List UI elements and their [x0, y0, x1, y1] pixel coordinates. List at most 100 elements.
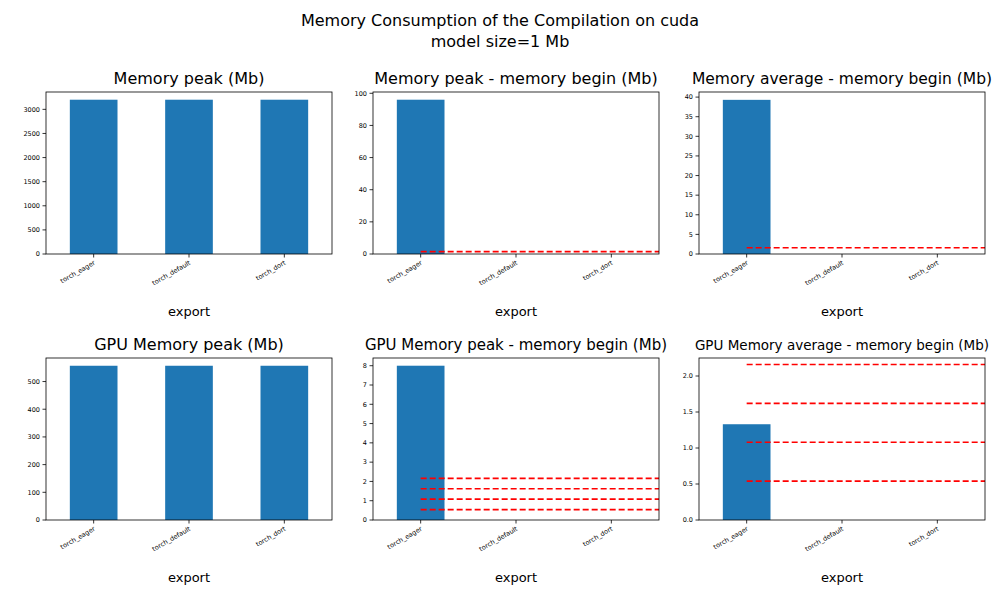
- plot-area: [70, 100, 308, 254]
- x-tick: [611, 254, 612, 258]
- subplot: 0.00.51.01.52.0torch_eagertorch_defaultt…: [683, 337, 989, 585]
- y-tick-label: 200: [28, 461, 40, 469]
- y-tick: [370, 254, 374, 255]
- x-tick: [516, 254, 517, 258]
- y-tick-label: 2000: [23, 154, 40, 162]
- reference-line: [747, 247, 985, 249]
- axes-frame: [699, 92, 985, 254]
- x-tick: [93, 520, 94, 524]
- bar: [397, 100, 445, 254]
- x-tick-label: torch_default: [804, 525, 846, 554]
- y-tick: [370, 157, 374, 158]
- y-tick-label: 3: [363, 458, 367, 466]
- y-tick: [43, 109, 47, 110]
- y-tick-label: 6: [363, 401, 367, 409]
- y-tick-label: 25: [685, 152, 693, 160]
- y-tick-label: 2500: [23, 130, 40, 138]
- axes-frame: [373, 358, 659, 520]
- x-tick: [937, 254, 938, 258]
- y-tick: [43, 436, 47, 437]
- y-tick: [370, 481, 374, 482]
- figure-title: Memory Consumption of the Compilation on…: [301, 11, 699, 30]
- x-tick-label: torch_eager: [712, 525, 750, 551]
- subplot-title: Memory average - memory begin (Mb): [692, 70, 992, 88]
- bar: [165, 100, 213, 254]
- x-axis-label: export: [168, 570, 210, 585]
- y-tick-label: 10: [685, 211, 693, 219]
- x-tick: [93, 254, 94, 258]
- x-axis-label: export: [821, 570, 863, 585]
- plot-area: [723, 100, 985, 254]
- x-tick: [420, 254, 421, 258]
- bar: [165, 366, 213, 520]
- x-tick: [189, 520, 190, 524]
- axes-frame: [46, 358, 332, 520]
- x-tick: [284, 254, 285, 258]
- reference-line: [421, 488, 659, 490]
- x-tick: [189, 254, 190, 258]
- y-tick-label: 400: [28, 406, 40, 414]
- reference-line: [747, 441, 985, 443]
- y-tick: [43, 181, 47, 182]
- y-tick: [696, 234, 700, 235]
- x-tick-label: torch_eager: [386, 525, 424, 551]
- x-tick: [842, 254, 843, 258]
- reference-line: [421, 478, 659, 480]
- bar: [70, 100, 118, 254]
- y-tick-label: 0: [36, 516, 40, 524]
- bar: [70, 366, 118, 520]
- y-tick: [370, 221, 374, 222]
- x-tick: [611, 520, 612, 524]
- x-tick: [420, 520, 421, 524]
- y-tick-label: 0: [36, 250, 40, 258]
- y-tick-label: 0: [689, 250, 693, 258]
- y-tick: [43, 157, 47, 158]
- x-tick-label: torch_default: [151, 525, 193, 554]
- reference-line: [421, 498, 659, 500]
- x-tick-label: torch_dort: [581, 259, 614, 283]
- y-tick-label: 0: [363, 516, 367, 524]
- y-tick: [696, 448, 700, 449]
- axes-frame: [699, 358, 985, 520]
- y-tick: [43, 381, 47, 382]
- y-tick-label: 5: [689, 231, 693, 239]
- y-tick: [696, 116, 700, 117]
- reference-line: [747, 364, 985, 366]
- y-tick-label: 100: [355, 90, 367, 98]
- figure: Memory Consumption of the Compilation on…: [0, 0, 1000, 600]
- plot-area: [397, 100, 659, 254]
- x-tick-label: torch_eager: [386, 259, 424, 285]
- subplot-title: Memory peak - memory begin (Mb): [374, 69, 657, 88]
- subplot: 012345678torch_eagertorch_defaulttorch_d…: [363, 336, 667, 585]
- bar: [261, 100, 309, 254]
- y-tick: [696, 97, 700, 98]
- reference-line: [421, 509, 659, 511]
- y-tick-label: 20: [685, 172, 693, 180]
- y-tick-label: 1.5: [683, 408, 693, 416]
- plot-area: [70, 366, 308, 520]
- subplot-title: GPU Memory average - memory begin (Mb): [695, 337, 989, 353]
- y-tick-label: 60: [359, 154, 367, 162]
- y-tick-label: 1: [363, 497, 367, 505]
- x-tick-label: torch_eager: [59, 525, 97, 551]
- x-tick: [746, 520, 747, 524]
- x-axis-label: export: [495, 570, 537, 585]
- y-tick: [370, 462, 374, 463]
- subplot: 050010001500200025003000torch_eagertorch…: [23, 69, 332, 319]
- y-tick-label: 8: [363, 362, 367, 370]
- x-tick: [746, 254, 747, 258]
- y-tick: [43, 464, 47, 465]
- subplot-title: Memory peak (Mb): [114, 69, 265, 88]
- x-axis-label: export: [495, 304, 537, 319]
- subplot-title: GPU Memory peak (Mb): [94, 335, 284, 354]
- x-tick-label: torch_dort: [581, 525, 614, 549]
- x-tick-label: torch_dort: [254, 259, 287, 283]
- bar: [723, 424, 771, 520]
- y-tick-label: 500: [28, 378, 40, 386]
- y-tick: [370, 189, 374, 190]
- subplot-title: GPU Memory peak - memory begin (Mb): [365, 336, 667, 354]
- y-tick: [370, 125, 374, 126]
- y-tick: [43, 492, 47, 493]
- y-tick: [43, 520, 47, 521]
- y-tick: [43, 409, 47, 410]
